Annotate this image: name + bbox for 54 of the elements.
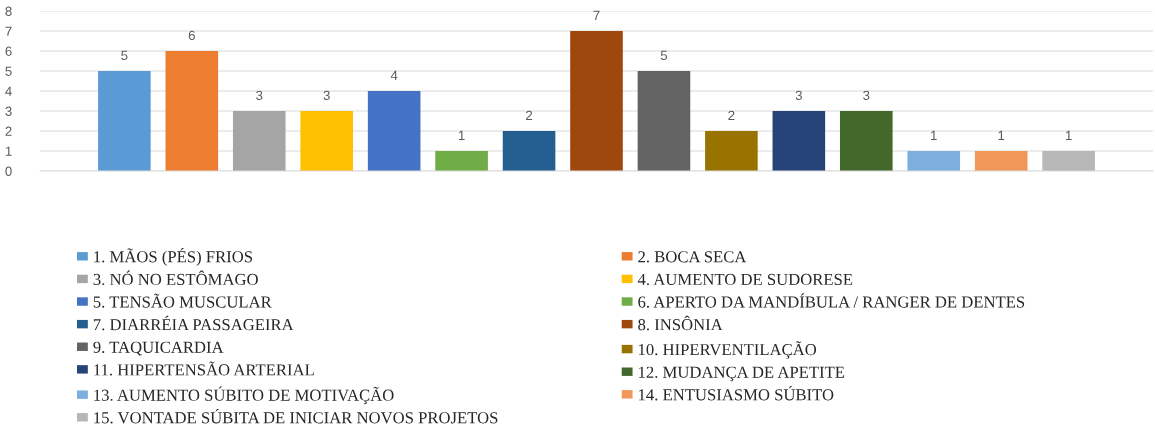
bar	[435, 151, 488, 171]
legend-label: 6. APERTO DA MANDÍBULA / RANGER DE DENTES	[638, 293, 1025, 308]
data-label: 1	[458, 130, 465, 140]
bar	[367, 91, 421, 171]
data-label: 1	[998, 130, 1005, 140]
data-label: 5	[121, 50, 128, 61]
data-label: 3	[256, 90, 263, 101]
legend-label: 1. MÃOS (PÉS) FRIOS	[94, 248, 253, 266]
data-label: 1	[1065, 130, 1072, 140]
bar	[637, 71, 691, 171]
legend-label: 11. HIPERTENSÃO ARTERIAL	[94, 361, 314, 376]
data-label: 5	[660, 50, 668, 61]
y-tick-label: 7	[5, 26, 12, 36]
bar	[98, 71, 151, 171]
y-tick-label: 2	[5, 126, 12, 136]
legend-label: 14. ENTUSIASMO SÚBITO	[639, 386, 834, 401]
legend-label: 13. AUMENTO SÚBITO DE MOTIVAÇÃO	[94, 386, 394, 405]
bar	[907, 151, 961, 171]
data-label: 3	[323, 90, 330, 101]
bar	[705, 131, 758, 171]
y-tick-label: 8	[5, 6, 12, 16]
y-tick-label: 1	[5, 146, 12, 156]
legend-label: 3. NÓ NO ESTÔMAGO	[93, 270, 258, 286]
data-label: 4	[390, 70, 398, 80]
bar	[232, 111, 286, 171]
y-tick-label: 6	[5, 46, 12, 56]
data-label: 1	[931, 130, 937, 140]
bar	[570, 31, 623, 171]
legend-label: 9. TAQUICARDIA	[93, 341, 224, 356]
bar	[1042, 151, 1095, 171]
legend-label: 2. BOCA SECA	[638, 251, 747, 263]
data-label: 3	[795, 90, 802, 101]
y-tick-label: 3	[5, 106, 12, 116]
legend-label: 12. MUDANÇA DE APETITE	[639, 366, 845, 382]
legend-label: 4. AUMENTO DE SUDORESE	[637, 273, 853, 286]
data-label: 2	[526, 110, 533, 120]
legend-label: 5. TENSÃO MUSCULAR	[93, 293, 272, 308]
legend-label: 10. HIPERVENTILAÇÃO	[639, 341, 817, 359]
y-tick-label: 5	[5, 66, 12, 76]
legend-label: 8. INSÔNIA	[638, 315, 723, 331]
y-tick-label: 4	[5, 86, 12, 96]
bar	[165, 51, 219, 171]
data-label: 3	[863, 90, 870, 101]
y-tick-label: 0	[5, 166, 12, 176]
bar	[839, 111, 893, 171]
data-label: 6	[188, 30, 195, 41]
bar	[300, 111, 354, 171]
data-label: 7	[593, 10, 600, 20]
bar	[974, 151, 1028, 171]
bar	[502, 131, 556, 171]
legend-label: 7. DIARRÉIA PASSAGEIRA	[93, 315, 294, 331]
bar	[772, 111, 826, 171]
legend-label: 15. VONTADE SÚBITA DE INICIAR NOVOS PROJETOS	[94, 408, 498, 424]
data-label: 2	[728, 110, 735, 120]
